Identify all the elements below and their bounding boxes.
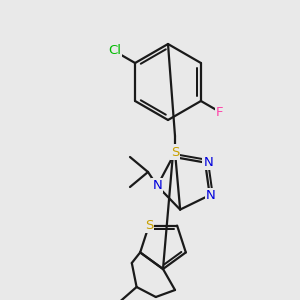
Text: F: F (216, 106, 224, 118)
Text: Cl: Cl (108, 44, 121, 58)
Text: N: N (152, 179, 162, 192)
Text: N: N (206, 189, 216, 202)
Text: S: S (145, 219, 153, 232)
Text: N: N (203, 156, 213, 169)
Text: S: S (171, 146, 179, 158)
